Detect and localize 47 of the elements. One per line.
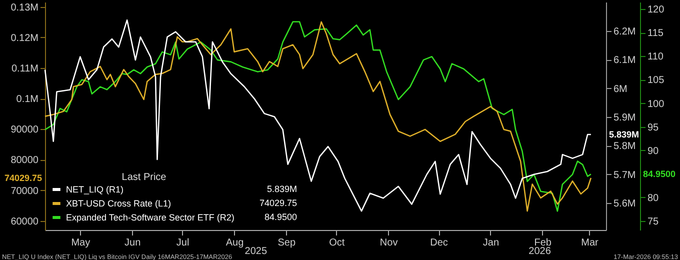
y-tick-label: 0.13M	[10, 2, 38, 14]
x-tick-label: Feb	[534, 238, 552, 248]
y3-tick-label: 100	[648, 98, 665, 110]
annotation: 74029.75	[259, 198, 297, 208]
y3-tick-label: 120	[648, 4, 665, 16]
x-tick-label: Dec	[430, 238, 448, 248]
y-tick-label: 90000	[10, 124, 39, 136]
annotation: 5.839M	[266, 184, 297, 194]
y-tick-label: 80000	[10, 155, 39, 166]
legend-label: XBT-USD Cross Rate (L1)	[66, 198, 172, 208]
y-tick-label: 0.12M	[10, 32, 38, 44]
legend-title: Last Price	[122, 172, 167, 183]
y-tick-label: 0.11M	[11, 64, 38, 75]
legend-label: Expanded Tech-Software Sector ETF (R2)	[66, 212, 234, 222]
text: 2025	[244, 246, 268, 257]
y2-tick-label: 6.1M	[614, 55, 636, 66]
y2-tick-label: 5.9M	[614, 112, 636, 124]
annotation: 84.9500	[264, 212, 297, 222]
y2-tick-label: 5.7M	[614, 170, 636, 181]
x-tick-label: Jul	[176, 238, 190, 248]
y-tick-label: 0.1M	[16, 94, 38, 106]
text: 84.9500	[643, 169, 676, 180]
text: 2026	[528, 246, 552, 257]
y3-tick-label: 105	[648, 75, 665, 86]
x-tick-label: Nov	[380, 238, 398, 248]
x-tick-label: Mar	[581, 238, 600, 248]
y2-tick-label: 5.6M	[614, 198, 636, 210]
text: 74029.75	[4, 172, 42, 183]
x-tick-label: Jun	[124, 238, 141, 248]
y-tick-label: 70000	[10, 186, 39, 197]
text: 5.839M	[609, 130, 640, 140]
x-tick-label: Aug	[226, 238, 244, 248]
x-tick-label: May	[71, 238, 90, 248]
y2-tick-label: 6M	[614, 84, 628, 95]
x-tick-label: Jan	[482, 238, 500, 248]
y3-tick-label: 80	[648, 192, 660, 204]
y-tick-label: 60000	[10, 216, 39, 228]
y2-tick-label: 5.8M	[614, 141, 636, 152]
y3-tick-label: 90	[648, 146, 660, 157]
x-tick-label: Oct	[329, 238, 345, 248]
y3-tick-label: 115	[648, 28, 664, 40]
y2-tick-label: 6.2M	[614, 26, 636, 38]
x-tick-label: Sep	[278, 238, 296, 248]
y3-tick-label: 95	[648, 122, 660, 134]
y3-tick-label: 110	[648, 52, 664, 63]
legend-label: NET_LIQ (R1)	[66, 184, 124, 194]
y3-tick-label: 75	[648, 216, 660, 228]
